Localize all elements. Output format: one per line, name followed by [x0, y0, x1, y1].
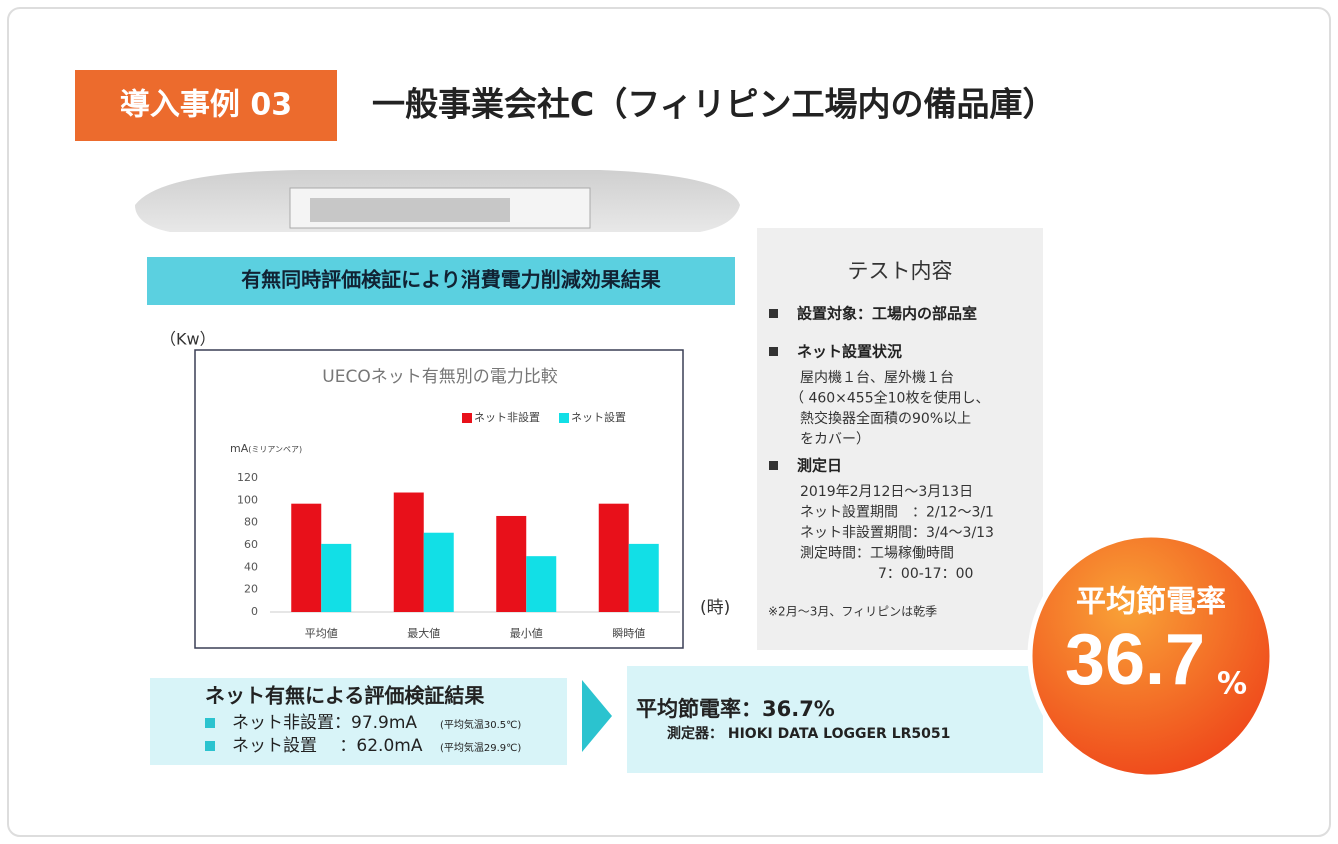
bar — [598, 503, 629, 612]
test-item-head: 設置対象：工場内の部品室 — [797, 305, 977, 323]
y-axis-label: mA(ミリアンペア) — [230, 442, 302, 455]
test-item-line: （ 460×455全10枚を使用し、 — [790, 390, 989, 407]
test-item-line: をカバー） — [800, 432, 870, 448]
bar — [526, 556, 557, 612]
test-item-line: ネット非設置期間：3/4～3/13 — [800, 525, 994, 541]
result-bullet — [205, 718, 215, 728]
test-item-line: 2019年2月12日～3月13日 — [800, 484, 973, 500]
test-item-line: 屋内機１台、屋外機１台 — [800, 370, 954, 386]
legend-swatch — [462, 413, 472, 423]
y-tick-label: 100 — [237, 493, 258, 506]
x-tick-label: 瞬時値 — [612, 627, 645, 640]
summary-box — [627, 666, 1043, 773]
y-axis-unit: mA — [230, 442, 249, 455]
bullet — [769, 309, 778, 318]
banner-text: 有無同時評価検証により消費電力削減効果結果 — [241, 268, 661, 292]
test-note: ※2月～3月、フィリピンは乾季 — [768, 605, 937, 619]
arrow — [582, 680, 612, 752]
bullet — [769, 461, 778, 470]
test-panel — [757, 228, 1043, 650]
chart-title: UECOネット有無別の電力比較 — [322, 367, 557, 387]
legend-label: ネット設置 — [571, 410, 626, 424]
x-tick-label: 平均値 — [305, 627, 338, 640]
y-axis-unit-sub: (ミリアンペア) — [248, 445, 302, 454]
bar — [423, 532, 454, 612]
aircon-vent — [310, 198, 510, 222]
test-item-head: ネット設置状況 — [797, 343, 902, 361]
bar — [321, 543, 352, 612]
time-label: (時) — [700, 598, 730, 618]
summary-device: 測定器： HIOKI DATA LOGGER LR5051 — [667, 725, 950, 742]
x-tick-label: 最大値 — [407, 626, 440, 640]
test-item-line: 熱交換器全面積の90%以上 — [800, 410, 971, 427]
bar — [496, 515, 527, 612]
result-label: ネット非設置：97.9mA — [232, 713, 417, 733]
results-title: ネット有無による評価検証結果 — [205, 684, 484, 708]
summary-rate: 平均節電率：36.7% — [636, 697, 835, 721]
bar — [291, 503, 322, 612]
test-item-line: 7：00-17：00 — [878, 566, 973, 582]
legend-swatch — [559, 413, 569, 423]
rate-circle — [1027, 532, 1275, 780]
result-sub: (平均気温30.5℃) — [440, 718, 521, 731]
legend-label: ネット非設置 — [474, 410, 540, 424]
result-sub: (平均気温29.9℃) — [440, 741, 521, 754]
result-bullet — [205, 741, 215, 751]
test-item-line: ネット設置期間 ：2/12～3/1 — [800, 505, 994, 521]
circle-unit: % — [1217, 667, 1247, 702]
case-badge — [75, 70, 337, 141]
y-tick-label: 0 — [251, 605, 258, 618]
results-box — [150, 678, 567, 765]
y-tick-label: 20 — [244, 583, 258, 596]
y-tick-label: 80 — [244, 516, 258, 529]
y-tick-label: 60 — [244, 538, 258, 551]
page-title: 一般事業会社C（フィリピン工場内の備品庫） — [372, 85, 1056, 124]
test-item-line: 測定時間：工場稼働時間 — [800, 546, 954, 562]
test-item-head: 測定日 — [797, 457, 842, 475]
test-title: テスト内容 — [848, 259, 953, 283]
unit-label: （Kw） — [160, 330, 216, 349]
circle-number: 36.7 — [1065, 620, 1205, 700]
circle-label: 平均節電率 — [1076, 585, 1226, 620]
y-tick-label: 120 — [237, 471, 258, 484]
y-tick-label: 40 — [244, 560, 258, 573]
bar — [628, 543, 659, 612]
case-badge-text: 導入事例 03 — [120, 88, 292, 123]
banner — [147, 257, 735, 305]
result-label: ネット設置 ：62.0mA — [232, 736, 423, 756]
x-tick-label: 最小値 — [510, 627, 543, 640]
bullet — [769, 347, 778, 356]
bar — [393, 492, 424, 612]
